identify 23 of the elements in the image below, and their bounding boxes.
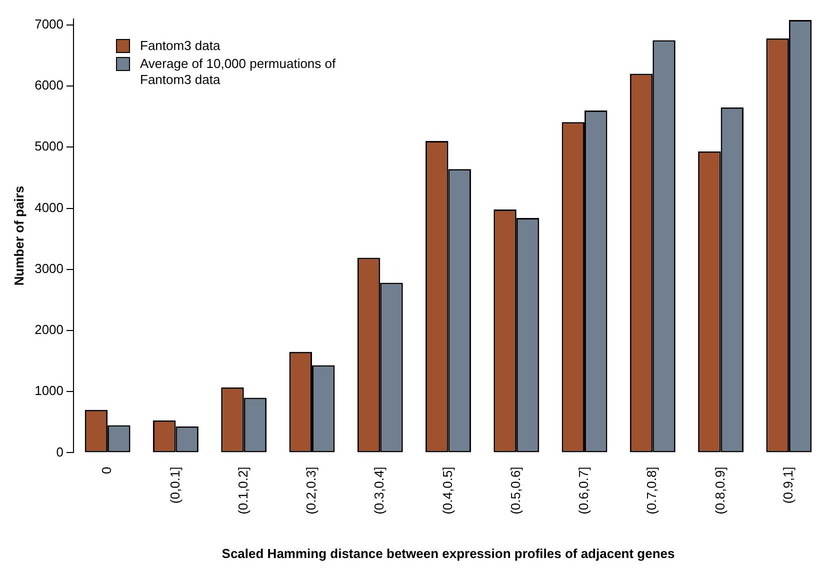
x-tick-label: (0.7,0.8] bbox=[644, 466, 660, 514]
y-tick-label: 2000 bbox=[34, 322, 64, 338]
x-tick-label: (0.8,0.9] bbox=[712, 466, 728, 514]
x-tick-label: 0 bbox=[99, 466, 114, 474]
x-tick-label: (0.9,1] bbox=[780, 466, 796, 504]
y-tick-label: 0 bbox=[56, 444, 64, 460]
x-axis-title: Scaled Hamming distance between expression profiles of adjacent genes bbox=[222, 546, 675, 561]
y-tick-label: 6000 bbox=[34, 78, 64, 93]
y-axis-title: Number of pairs bbox=[11, 186, 26, 286]
x-tick-label: (0.1,0.2] bbox=[235, 466, 250, 514]
x-tick-label: (0.2,0.3] bbox=[304, 466, 319, 514]
y-tick-label: 3000 bbox=[34, 260, 64, 276]
x-tick-label: (0,0.1] bbox=[167, 466, 182, 504]
y-tick-label: 1000 bbox=[34, 383, 64, 398]
legend-label: Average of 10,000 permuations of Fantom3 data bbox=[140, 56, 337, 88]
x-tick-label: (0.4,0.5] bbox=[440, 466, 455, 514]
x-tick-label: (0.6,0.7] bbox=[576, 466, 592, 514]
x-tick-label: (0.3,0.4] bbox=[372, 466, 387, 514]
y-tick-label: 5000 bbox=[34, 138, 64, 154]
y-tick-label: 7000 bbox=[34, 16, 64, 32]
x-tick-label: (0.5,0.6] bbox=[508, 466, 523, 514]
y-tick-label: 4000 bbox=[34, 200, 64, 215]
legend-label: Fantom3 data bbox=[140, 38, 220, 54]
